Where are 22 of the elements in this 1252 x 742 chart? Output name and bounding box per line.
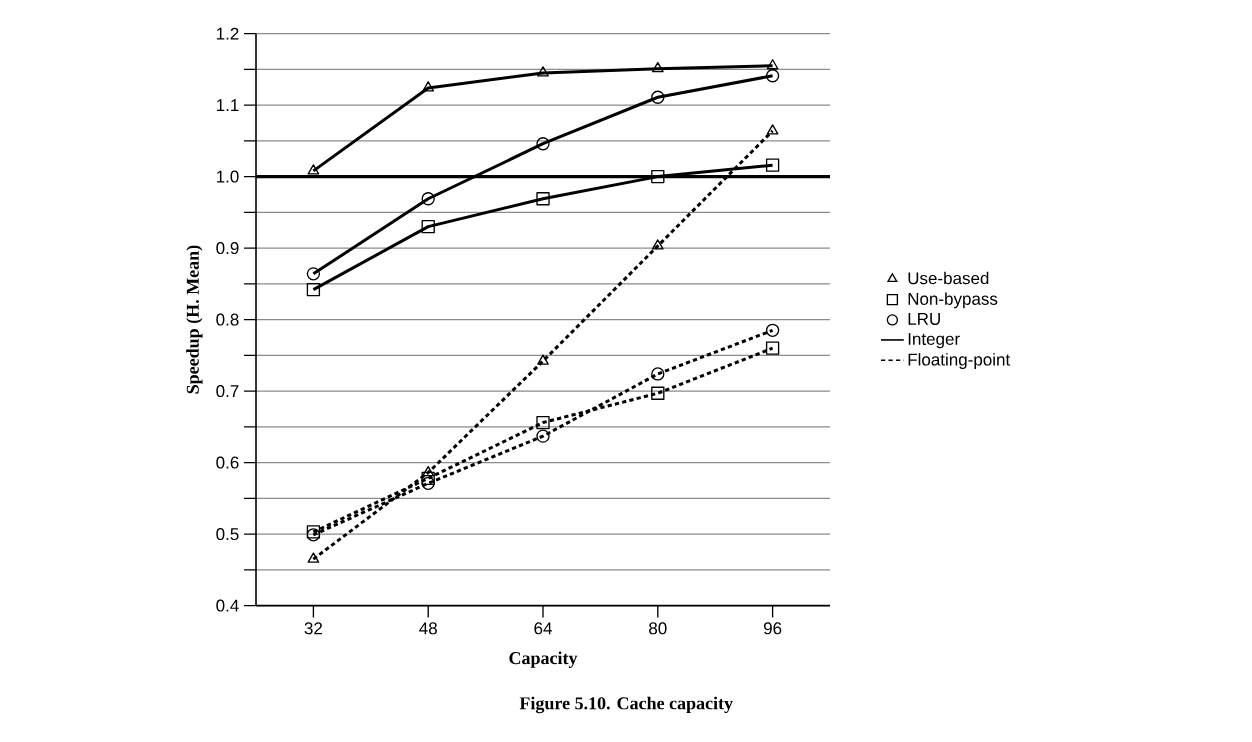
y-tick-label: 0.5 xyxy=(216,528,239,541)
x-tick-label: 48 xyxy=(419,622,437,635)
y-tick-label: 0.9 xyxy=(216,242,239,255)
x-tick-label: 80 xyxy=(649,622,667,635)
text: Figure 5.10. Cache capacity xyxy=(519,696,733,714)
x-tick-label: 96 xyxy=(763,622,782,635)
legend-label: Non-bypass xyxy=(908,292,998,309)
x-tick-label: 32 xyxy=(304,622,322,635)
y-tick-label: 0.7 xyxy=(216,385,239,398)
y-tick-label: 0.4 xyxy=(216,599,239,612)
text: Floating-point xyxy=(908,353,1011,369)
y-axis-title: Speedup (H. Mean) xyxy=(186,245,203,394)
y-tick-label: 1.2 xyxy=(216,27,239,40)
x-axis-title: Capacity xyxy=(509,651,578,668)
y-tick-label: 1.0 xyxy=(216,170,239,183)
legend-label: LRU xyxy=(908,313,940,325)
y-tick-label: 1.1 xyxy=(216,99,239,111)
text: Integer xyxy=(908,333,960,349)
y-tick-label: 0.8 xyxy=(216,313,239,326)
legend-label: Use-based xyxy=(908,271,989,285)
x-tick-label: 64 xyxy=(534,622,552,635)
y-tick-label: 0.6 xyxy=(216,456,239,469)
